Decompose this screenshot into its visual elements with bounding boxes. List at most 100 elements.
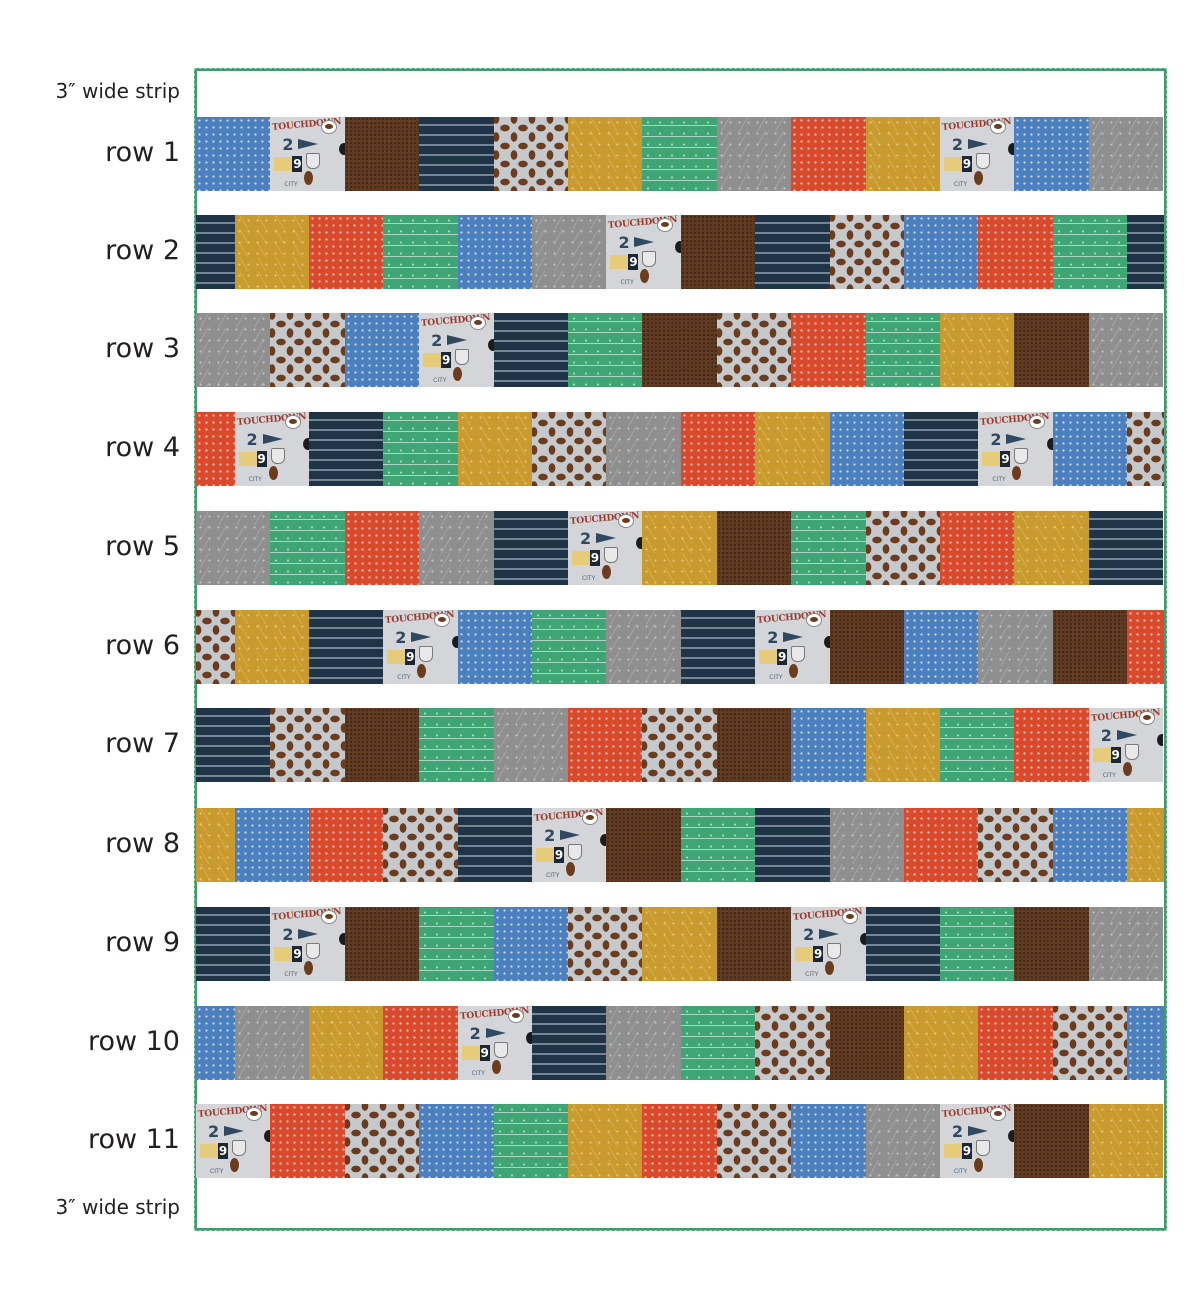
fabric-block-footballs — [270, 313, 345, 387]
quilt-row-10: TOUCHDOWN 2 9 CITY — [196, 1006, 1164, 1080]
panel-city-text: CITY — [248, 476, 262, 483]
fabric-block-brown — [1014, 907, 1089, 981]
fabric-block-blue — [904, 610, 979, 684]
football-icon — [973, 1158, 983, 1172]
row-label: row 7 — [105, 728, 180, 759]
pennant-icon — [262, 434, 283, 444]
fabric-block-red — [791, 117, 866, 191]
panel-number-text: 2 — [246, 430, 258, 449]
fabric-block-brown — [1014, 313, 1089, 387]
ticket-icon — [274, 157, 293, 171]
panel-number-text: 2 — [618, 233, 630, 252]
helmet-icon — [302, 438, 309, 450]
fabric-block-panel: TOUCHDOWN 2 9 CITY — [196, 1104, 271, 1178]
fabric-block-red — [904, 808, 979, 882]
fabric-block-navy — [904, 412, 979, 486]
jersey-number-text: 9 — [777, 649, 788, 665]
fabric-block-brown — [642, 313, 717, 387]
fabric-block-panel: TOUCHDOWN 2 9 CITY — [270, 907, 345, 981]
fabric-block-green — [1052, 215, 1128, 289]
jersey-number-text: 9 — [1000, 451, 1011, 467]
football-icon — [789, 664, 799, 678]
fabric-block-navy — [532, 1006, 607, 1080]
fabric-block-footballs — [383, 808, 458, 882]
fabric-block-brown — [716, 511, 792, 585]
fabric-block-navy — [308, 412, 384, 486]
panel-city-text: CITY — [620, 279, 634, 286]
fabric-block-blue — [1052, 412, 1128, 486]
fabric-block-gray — [196, 511, 271, 585]
fabric-block-red — [680, 412, 756, 486]
ticket-icon — [943, 157, 962, 171]
panel-city-text: CITY — [397, 674, 411, 681]
fabric-block-footballs — [978, 808, 1053, 882]
fabric-block-panel: TOUCHDOWN 2 9 CITY — [234, 412, 309, 486]
fabric-block-blue — [791, 1104, 866, 1178]
fabric-block-panel: TOUCHDOWN 2 9 CITY — [978, 412, 1053, 486]
fabric-block-red — [196, 412, 235, 486]
row-label: row 2 — [105, 235, 180, 266]
pennant-icon — [783, 632, 804, 642]
fabric-block-footballs — [642, 708, 717, 782]
football-icon — [246, 1107, 263, 1121]
fabric-block-footballs — [196, 610, 235, 684]
football-icon — [1028, 415, 1045, 429]
fabric-block-panel: TOUCHDOWN 2 9 CITY — [1088, 708, 1164, 782]
shield-icon — [306, 943, 321, 959]
jersey-number-text: 9 — [813, 946, 824, 962]
fabric-block-navy — [865, 907, 940, 981]
football-icon — [601, 565, 611, 579]
jersey-number-text: 9 — [628, 254, 639, 270]
ticket-icon — [943, 1144, 962, 1158]
fabric-block-gold — [865, 708, 940, 782]
row-label: row 6 — [105, 630, 180, 661]
fabric-block-red — [1127, 610, 1164, 684]
panel-city-text: CITY — [992, 476, 1006, 483]
fabric-block-green — [419, 907, 494, 981]
shield-icon — [791, 646, 806, 662]
quilt-row-7: TOUCHDOWN 2 9 CITY — [196, 708, 1164, 782]
jersey-number-text: 9 — [961, 156, 972, 172]
football-icon — [230, 1158, 239, 1172]
fabric-block-footballs — [270, 708, 345, 782]
quilt-row-1: TOUCHDOWN 2 9 CITY TOUCHDOWN 2 9 CITY — [196, 117, 1164, 191]
pennant-icon — [595, 533, 616, 543]
fabric-block-green — [493, 1104, 568, 1178]
fabric-block-red — [308, 808, 384, 882]
fabric-block-gold — [939, 313, 1015, 387]
panel-city-text: CITY — [805, 971, 819, 978]
football-icon — [491, 1060, 501, 1074]
football-icon — [1139, 711, 1156, 725]
pennant-icon — [298, 929, 319, 939]
fabric-block-gold — [567, 117, 643, 191]
fabric-block-panel: TOUCHDOWN 2 9 CITY — [567, 511, 643, 585]
fabric-block-footballs — [567, 907, 643, 981]
fabric-block-gray — [978, 610, 1053, 684]
quilt-row-5: TOUCHDOWN 2 9 CITY — [196, 511, 1164, 585]
shield-icon — [1014, 448, 1029, 464]
fabric-block-gray — [1088, 117, 1164, 191]
bottom-strip-label: 3″ wide strip — [55, 1195, 180, 1219]
helmet-icon — [600, 834, 607, 846]
helmet-icon — [1046, 438, 1053, 450]
row-label: row 5 — [105, 531, 180, 562]
panel-number-text: 2 — [282, 135, 294, 154]
fabric-block-panel: TOUCHDOWN 2 9 CITY — [939, 1104, 1015, 1178]
fabric-block-green — [865, 313, 940, 387]
panel-number-text: 2 — [544, 826, 556, 845]
ticket-icon — [423, 353, 442, 367]
fabric-block-blue — [829, 412, 905, 486]
shield-icon — [975, 153, 990, 169]
pennant-icon — [560, 830, 581, 840]
pennant-icon — [485, 1028, 506, 1038]
fabric-block-panel: TOUCHDOWN 2 9 CITY — [791, 907, 866, 981]
shield-icon — [455, 349, 470, 365]
fabric-block-green — [680, 808, 756, 882]
fabric-block-green — [383, 215, 458, 289]
fabric-block-panel: TOUCHDOWN 2 9 CITY — [532, 808, 607, 882]
panel-city-text: CITY — [471, 1070, 485, 1077]
jersey-number-text: 9 — [292, 156, 303, 172]
shield-icon — [306, 153, 321, 169]
fabric-block-red — [567, 708, 643, 782]
fabric-block-gold — [234, 215, 309, 289]
